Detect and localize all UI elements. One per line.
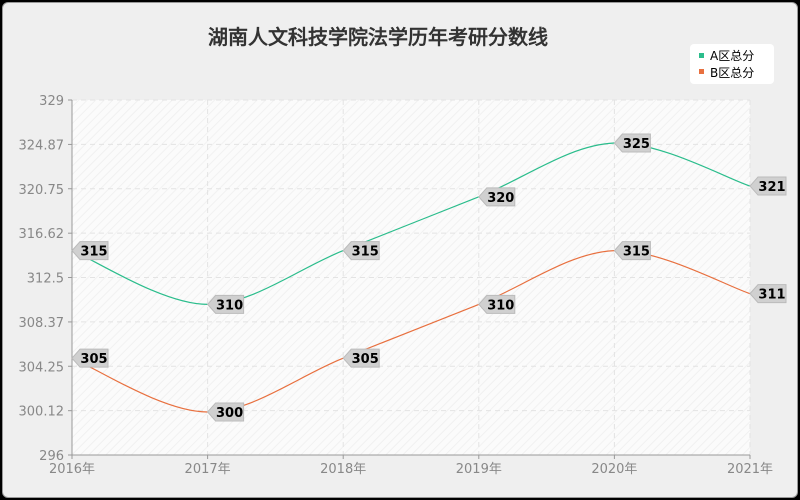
data-label-text: 325: [623, 137, 650, 152]
data-label-text: 305: [352, 352, 379, 367]
x-tick-label: 2018年: [320, 462, 366, 477]
data-label-text: 320: [487, 191, 514, 206]
y-tick-label: 300.12: [19, 405, 65, 420]
chart-title: 湖南人文科技学院法学历年考研分数线: [208, 25, 548, 49]
data-label: 300: [206, 402, 245, 422]
data-label-box: [478, 294, 516, 314]
legend: A区总分 B区总分: [690, 44, 774, 84]
x-tick-label: 2021年: [727, 462, 773, 477]
legend-label-b[interactable]: B区总分: [710, 66, 754, 80]
data-label-box: [613, 133, 651, 153]
data-label-text: 315: [352, 245, 379, 260]
x-tick-label: 2019年: [456, 462, 502, 477]
y-tick-label: 308.37: [19, 316, 65, 331]
data-label-text: 300: [216, 406, 243, 421]
data-label-box: [71, 241, 109, 261]
data-label-box: [342, 241, 380, 261]
legend-label-a[interactable]: A区总分: [710, 49, 754, 63]
data-label: 310: [206, 294, 245, 314]
y-tick-label: 316.62: [19, 227, 65, 242]
x-tick-label: 2017年: [185, 462, 231, 477]
y-tick-label: 329: [39, 94, 64, 109]
data-label: 305: [342, 348, 380, 368]
y-tick-label: 320.75: [19, 183, 65, 198]
data-label-box: [71, 348, 109, 368]
data-label-text: 305: [80, 352, 107, 367]
data-label-box: [206, 402, 245, 422]
y-tick-label: 312.5: [27, 272, 64, 287]
data-label: 315: [342, 241, 380, 261]
x-tick-label: 2016年: [49, 462, 95, 477]
data-label: 320: [478, 187, 516, 207]
data-label-text: 315: [623, 245, 650, 260]
data-label-box: [749, 284, 787, 304]
data-label: 315: [613, 241, 651, 261]
data-label-text: 315: [80, 245, 107, 260]
data-label: 310: [478, 294, 516, 314]
legend-swatch-a: [699, 53, 704, 58]
data-label-box: [206, 294, 245, 314]
data-label: 305: [71, 348, 109, 368]
data-label-text: 310: [216, 298, 243, 313]
y-tick-label: 304.25: [19, 360, 65, 375]
data-label-text: 321: [758, 180, 785, 195]
y-tick-label: 324.87: [19, 138, 65, 153]
y-tick-label: 296: [39, 449, 64, 464]
data-label-box: [749, 176, 787, 196]
data-label: 311: [749, 284, 787, 304]
data-label: 325: [613, 133, 651, 153]
data-label-box: [613, 241, 651, 261]
x-tick-label: 2020年: [591, 462, 637, 477]
legend-swatch-b: [699, 69, 704, 74]
data-label-box: [342, 348, 380, 368]
data-label: 315: [71, 241, 109, 261]
data-label-text: 311: [758, 288, 785, 303]
data-label-text: 310: [487, 298, 514, 313]
data-label-box: [478, 187, 516, 207]
data-label: 321: [749, 176, 787, 196]
